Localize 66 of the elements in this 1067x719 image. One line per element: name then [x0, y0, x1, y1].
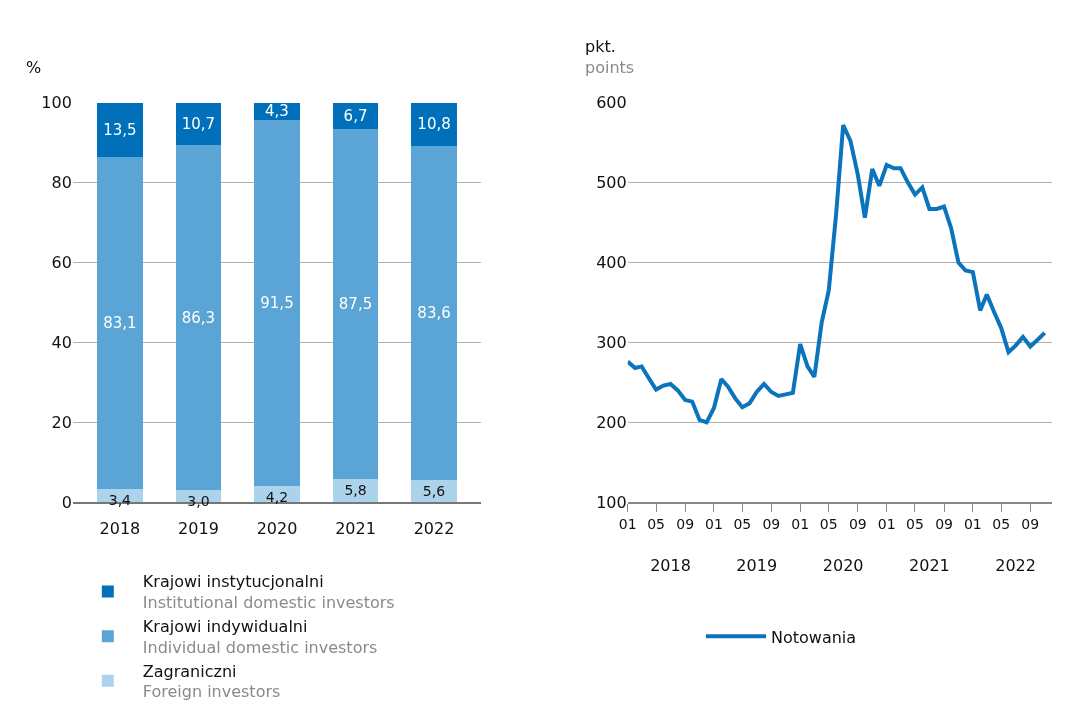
x2-tick-label: 2019: [736, 555, 778, 575]
x-tick-label: 01: [618, 515, 637, 532]
bar: [411, 102, 457, 146]
x-tick-label: 01: [791, 515, 810, 532]
y-tick-label: 100: [41, 93, 72, 113]
y-tick-label: 80: [51, 173, 72, 193]
x-tick-label: 09: [1021, 515, 1040, 532]
y-tick-label: 20: [51, 412, 72, 432]
data-label: 5,6: [422, 482, 446, 499]
x-tick-label: 09: [762, 515, 781, 532]
x-tick-label: 05: [819, 515, 838, 532]
y-tick-label: 40: [51, 333, 72, 353]
data-label: 4,2: [265, 488, 289, 505]
y-tick-label: 400: [596, 253, 627, 273]
x-tick-label: 09: [676, 515, 695, 532]
x-tick-label: 2020: [256, 518, 298, 538]
data-label: 83,6: [417, 303, 451, 322]
x2-tick-label: 2018: [650, 555, 691, 575]
data-label: 4,3: [265, 102, 289, 121]
x-tick-label: 01: [705, 515, 723, 532]
x-tick-label: 01: [877, 515, 896, 532]
y-tick-label: 100: [596, 492, 627, 512]
legend-label: Zagraniczni Foreign investors: [142, 661, 281, 702]
bar: [332, 129, 379, 480]
x-tick-label: 2021: [335, 518, 376, 538]
data-label: 3,0: [187, 493, 210, 510]
data-label: 10,8: [417, 115, 451, 134]
data-label: 86,3: [181, 308, 216, 327]
y-tick-label: 200: [596, 412, 627, 432]
x-tick-label: 2022: [413, 518, 455, 538]
x-tick-label: 2019: [178, 518, 219, 538]
data-label: 3,4: [108, 491, 132, 508]
bar: [411, 145, 457, 480]
y-axis-title: %: [26, 58, 42, 77]
x-tick-label: 05: [992, 515, 1011, 532]
legend-label: Krajowi indywidualni Individual domestic investors: [142, 617, 378, 657]
x-tick-label: 09: [848, 515, 867, 532]
x-tick-label: 2018: [99, 518, 141, 538]
x2-tick-label: 2022: [995, 555, 1036, 575]
x-tick-label: 05: [906, 515, 924, 532]
data-label: 13,5: [103, 120, 137, 139]
x-tick-label: 09: [935, 515, 953, 532]
y-axis-title: pkt. points: [585, 37, 635, 77]
legend-label: Notowania: [771, 627, 857, 647]
x-tick-label: 05: [733, 515, 752, 532]
y-tick-label: 300: [596, 333, 627, 353]
y-tick-label: 500: [596, 173, 627, 193]
bar: [175, 145, 222, 491]
y-tick-label: 0: [61, 492, 72, 512]
y-tick-label: 600: [596, 93, 627, 113]
data-label: 6,7: [343, 107, 368, 126]
bar: [97, 102, 143, 157]
bar: [97, 156, 143, 489]
data-label: 91,5: [260, 293, 294, 312]
data-label: 87,5: [338, 295, 373, 314]
x2-tick-label: 2021: [909, 555, 950, 575]
x-tick-label: 05: [647, 515, 665, 532]
line-series: [627, 123, 1047, 425]
data-label: 83,1: [103, 313, 137, 332]
y-tick-label: 60: [51, 253, 72, 273]
data-label: 5,8: [344, 482, 367, 499]
x2-tick-label: 2020: [822, 555, 864, 575]
legend-label: Krajowi instytucjonalni Institutional domestic investors: [142, 572, 395, 613]
x-tick-label: 01: [963, 515, 982, 532]
data-label: 10,7: [181, 115, 216, 134]
bar: [254, 119, 300, 486]
